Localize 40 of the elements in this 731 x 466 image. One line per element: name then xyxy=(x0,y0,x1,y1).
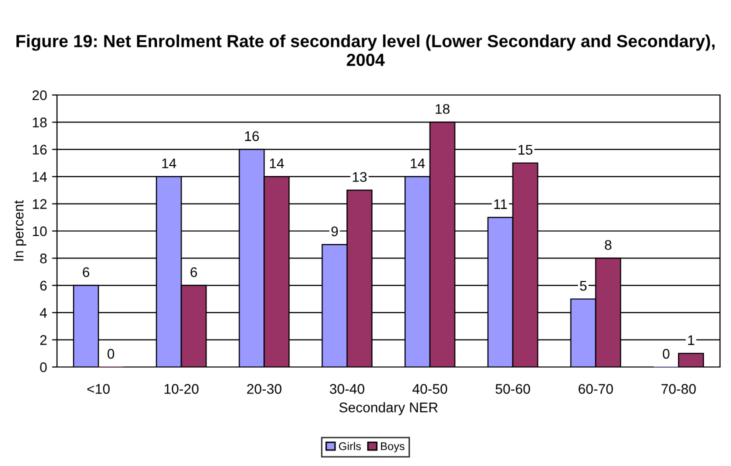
data-label: 9 xyxy=(331,226,338,236)
data-label: 14 xyxy=(162,158,176,168)
x-tick-label: <10 xyxy=(87,384,110,394)
data-label: 0 xyxy=(108,348,114,359)
legend-label: Boys xyxy=(381,442,404,452)
data-label: 6 xyxy=(190,267,197,278)
y-tick-label: 4 xyxy=(40,308,47,318)
data-label: 18 xyxy=(436,104,450,114)
y-tick-label: 20 xyxy=(32,90,47,100)
x-tick-label: 50-60 xyxy=(496,384,530,394)
x-tick-label: 20-30 xyxy=(247,384,282,394)
y-tick-label: 16 xyxy=(32,144,47,155)
y-tick-label: 6 xyxy=(40,280,47,291)
y-tick-label: 10 xyxy=(32,226,47,236)
chart-title: Figure 19: Net Enrolment Rate of secondary level (Lower Secondary and Secondary), 2004 xyxy=(16,34,715,66)
data-label: 8 xyxy=(604,240,612,250)
data-label: 0 xyxy=(662,348,670,359)
data-label: 15 xyxy=(518,145,532,155)
y-axis-title: In percent xyxy=(14,200,26,261)
data-label: 14 xyxy=(410,158,425,168)
y-tick-label: 14 xyxy=(32,172,47,182)
data-label: 16 xyxy=(245,131,259,142)
x-tick-label: 10-20 xyxy=(164,384,199,394)
y-tick-label: 8 xyxy=(40,254,47,264)
data-label: 1 xyxy=(688,335,694,345)
x-tick-label: 30-40 xyxy=(330,384,364,394)
y-tick-label: 0 xyxy=(40,362,47,372)
x-axis-title: Secondary NER xyxy=(339,402,438,416)
x-tick-label: 40-50 xyxy=(412,384,448,394)
data-label: 14 xyxy=(270,158,284,168)
data-label: 6 xyxy=(82,267,90,278)
x-tick-label: 60-70 xyxy=(578,384,613,394)
legend-label: Girls xyxy=(338,442,361,450)
y-tick-label: 18 xyxy=(32,118,47,128)
y-tick-label: 2 xyxy=(40,335,47,345)
y-tick-label: 12 xyxy=(32,199,47,209)
data-label: 13 xyxy=(352,172,367,182)
data-label: 11 xyxy=(494,199,507,209)
data-label: 5 xyxy=(580,281,587,291)
x-tick-label: 70-80 xyxy=(662,384,696,394)
